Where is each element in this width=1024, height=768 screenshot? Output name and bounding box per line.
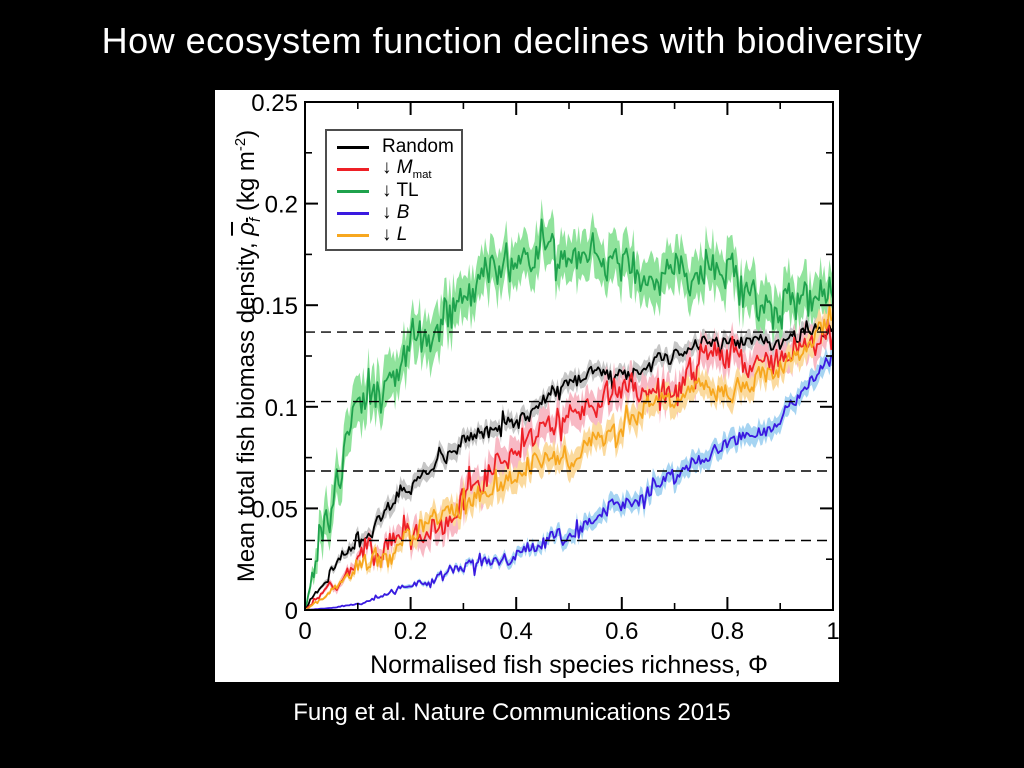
y-axis-units-pre: (kg m xyxy=(233,151,260,218)
x-axis-label: Normalised fish species richness, Φ xyxy=(370,651,768,679)
x-tick-label: 0.2 xyxy=(394,618,427,645)
y-tick-label: 0.2 xyxy=(265,192,298,219)
y-axis-label-text: Mean total fish biomass density, xyxy=(233,235,260,583)
legend-label-text: M xyxy=(396,157,413,179)
y-tick-label: 0.15 xyxy=(251,293,298,320)
down-arrow-icon: ↓ xyxy=(382,202,397,223)
legend-label: ↓ TL xyxy=(382,180,419,202)
legend-label-text: B xyxy=(396,202,410,223)
rho-bar-symbol: ρf xyxy=(233,218,264,236)
x-tick-label: 0 xyxy=(298,618,311,645)
curve-decrease-L xyxy=(305,304,833,610)
curve-Random xyxy=(305,320,833,610)
legend-label-subscript: mat xyxy=(412,168,432,181)
legend-label: ↓ B xyxy=(382,202,409,224)
legend-line-sample xyxy=(337,189,369,193)
legend-label-text: Random xyxy=(382,136,454,157)
legend-line-sample xyxy=(337,211,369,215)
y-axis-units-post: ) xyxy=(233,129,260,138)
x-tick-label: 1 xyxy=(826,618,839,645)
chart-panel: 0 0.2 0.4 0.6 0.8 1 0 0.05 0.1 0.15 0.2 0.25 Normali… xyxy=(215,90,839,682)
plot-area xyxy=(305,198,833,610)
y-axis-label: Mean total fish biomass density, ρf (kg … xyxy=(223,102,264,610)
band-decrease-TL xyxy=(305,198,833,610)
legend-label: Random xyxy=(382,136,454,158)
y-tick-label: 0.1 xyxy=(265,395,298,422)
curve-decrease-B xyxy=(305,354,833,610)
y-tick-label: 0.05 xyxy=(251,496,298,523)
legend-line-sample xyxy=(337,145,369,149)
curve-decrease-TL xyxy=(305,218,833,610)
rho-symbol: ρ xyxy=(233,221,260,236)
y-tick-label: 0 xyxy=(285,598,298,625)
legend-label-text: L xyxy=(396,224,408,245)
legend-item-decrease-L: ↓ L xyxy=(337,224,455,246)
x-tick-label: 0.6 xyxy=(605,618,638,645)
slide-title: How ecosystem function declines with bio… xyxy=(101,20,923,61)
legend-label: ↓ Mmat xyxy=(382,157,432,181)
legend-line-sample xyxy=(337,233,369,237)
down-arrow-icon: ↓ xyxy=(382,180,397,201)
legend-line-sample xyxy=(337,167,369,171)
band-decrease-Mmat xyxy=(305,305,833,610)
legend-item-decrease-B: ↓ B xyxy=(337,202,455,224)
legend-item-decrease-TL: ↓ TL xyxy=(337,180,455,202)
legend-label: ↓ L xyxy=(382,224,407,246)
legend-item-Random: Random xyxy=(337,136,455,158)
down-arrow-icon: ↓ xyxy=(382,157,397,179)
citation: Fung et al. Nature Communications 2015 xyxy=(293,699,731,726)
legend: Random ↓ Mmat ↓ TL ↓ B ↓ L xyxy=(325,129,463,251)
chart-svg: 0 0.2 0.4 0.6 0.8 1 0 0.05 0.1 0.15 0.2 0.25 Normali… xyxy=(251,90,839,679)
y-tick-label: 0.25 xyxy=(251,90,298,117)
y-axis-units-exponent: -2 xyxy=(233,137,249,152)
curve-decrease-Mmat xyxy=(305,318,833,610)
x-tick-label: 0.8 xyxy=(711,618,744,645)
legend-item-decrease-Mmat: ↓ Mmat xyxy=(337,157,455,181)
x-tick-label: 0.4 xyxy=(500,618,533,645)
rho-subscript: f xyxy=(247,217,264,222)
legend-label-text: TL xyxy=(396,180,419,201)
down-arrow-icon: ↓ xyxy=(382,224,397,245)
